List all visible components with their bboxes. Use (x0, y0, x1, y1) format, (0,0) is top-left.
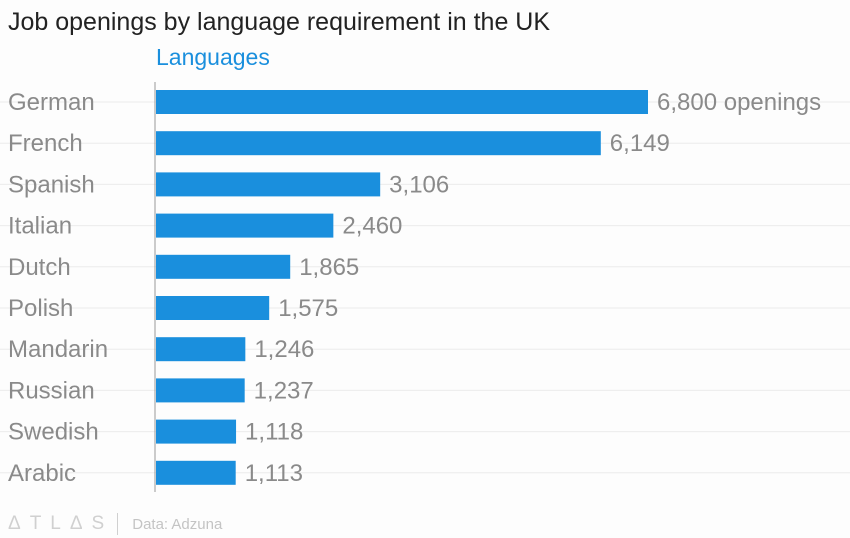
data-label: 6,149 (610, 130, 670, 157)
data-label: 2,460 (342, 213, 402, 240)
atlas-logo: ΔTLΔS (8, 513, 114, 534)
category-label: Polish (8, 295, 73, 322)
data-label: 3,106 (389, 171, 449, 198)
bar (156, 419, 237, 444)
legend-label: Languages (156, 44, 270, 70)
category-label: Russian (8, 377, 95, 404)
bar (156, 131, 601, 156)
category-label: German (8, 89, 95, 116)
bar (156, 213, 334, 238)
footer-divider (117, 513, 119, 535)
bar (156, 337, 246, 362)
chart-title: Job openings by language requirement in … (8, 8, 551, 36)
category-label: Mandarin (8, 336, 108, 363)
data-label: 1,246 (254, 336, 314, 363)
category-label: Spanish (8, 171, 95, 198)
bar (156, 378, 245, 403)
data-label: 6,800 openings (657, 89, 821, 116)
data-label: 1,575 (278, 295, 338, 322)
data-label: 1,237 (254, 377, 314, 404)
source-note: Data: Adzuna (132, 515, 223, 533)
data-label: 1,865 (299, 254, 359, 281)
bar (156, 90, 648, 114)
category-label: French (8, 130, 83, 157)
bar (156, 460, 236, 485)
data-label: 1,113 (245, 460, 303, 487)
category-label: Arabic (8, 460, 76, 487)
category-label: Dutch (8, 254, 71, 281)
category-label: Italian (8, 213, 72, 240)
bar (156, 296, 270, 320)
bar (156, 254, 291, 279)
footer: ΔTLΔS Data: Adzuna (8, 513, 222, 535)
category-label: Swedish (8, 419, 99, 446)
data-label: 1,118 (245, 419, 303, 446)
bar (156, 172, 381, 197)
